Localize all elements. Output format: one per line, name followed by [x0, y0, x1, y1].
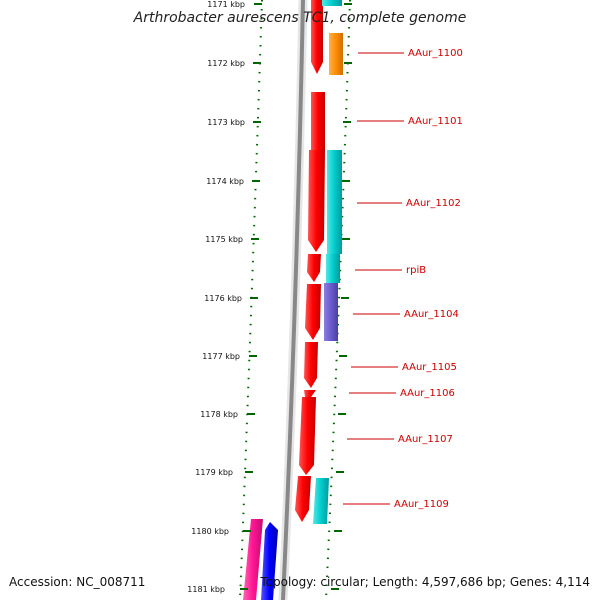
gene-aaur-1100[interactable] — [311, 0, 323, 74]
gene-aaur-1109-cyan[interactable] — [313, 478, 329, 524]
label-lines — [343, 52, 404, 505]
tick-label: 1175 kbp — [205, 235, 243, 244]
gene-label: AAur_1102 — [406, 198, 461, 209]
gene-aaur-1108[interactable] — [295, 476, 311, 522]
gene-label: AAur_1104 — [404, 309, 459, 320]
gene-label: AAur_1106 — [400, 388, 455, 399]
tick-label: 1179 kbp — [195, 468, 233, 477]
gene-aaur-1104[interactable] — [305, 284, 321, 340]
backbone — [281, 0, 305, 600]
gene-aaur-1102[interactable] — [308, 150, 325, 252]
gene-magenta[interactable] — [243, 519, 263, 600]
gene-aaur-1104-purple[interactable] — [324, 283, 338, 341]
colored-genes — [243, 0, 343, 600]
tick-label: 1173 kbp — [207, 118, 245, 127]
gene-top-cyan[interactable] — [322, 0, 342, 6]
gene-label: AAur_1100 — [408, 48, 463, 59]
gene-aaur-1106[interactable] — [304, 390, 316, 397]
gene-label: AAur_1101 — [408, 116, 463, 127]
gene-label: AAur_1109 — [394, 499, 449, 510]
gene-label: AAur_1105 — [402, 362, 457, 373]
gene-labels: AAur_1100 AAur_1101 AAur_1102 rpiB AAur_… — [394, 48, 463, 510]
gene-aaur-1107[interactable] — [299, 397, 316, 475]
outer-dotted-ring — [239, 0, 263, 600]
inner-ticks — [331, 3, 352, 590]
outer-ticks — [240, 3, 262, 590]
gene-label: AAur_1107 — [398, 434, 453, 445]
tick-labels: 1171 kbp 1172 kbp 1173 kbp 1174 kbp 1175… — [187, 0, 245, 594]
accession-text: Accession: NC_008711 — [9, 575, 146, 589]
map-title: Arthrobacter aurescens TC1, complete gen… — [133, 10, 467, 26]
tick-label: 1178 kbp — [200, 410, 238, 419]
gene-aaur-1105[interactable] — [304, 342, 318, 388]
gene-rpib-cyan[interactable] — [326, 254, 340, 283]
tick-label: 1180 kbp — [191, 527, 229, 536]
gene-aaur-1100-orange[interactable] — [329, 33, 343, 75]
genome-summary-text: Topology: circular; Length: 4,597,686 bp… — [260, 575, 590, 589]
tick-label: 1172 kbp — [207, 59, 245, 68]
forward-genes — [295, 0, 325, 522]
gene-aaur-1102-cyan[interactable] — [327, 150, 342, 254]
gene-blue[interactable] — [261, 522, 278, 600]
tick-label: 1177 kbp — [202, 352, 240, 361]
tick-label: 1171 kbp — [207, 0, 245, 9]
tick-label: 1181 kbp — [187, 585, 225, 594]
gene-rpib[interactable] — [307, 254, 321, 282]
tick-label: 1176 kbp — [204, 294, 242, 303]
tick-label: 1174 kbp — [206, 177, 244, 186]
gene-aaur-1101[interactable] — [311, 92, 325, 150]
gene-label: rpiB — [406, 265, 426, 276]
